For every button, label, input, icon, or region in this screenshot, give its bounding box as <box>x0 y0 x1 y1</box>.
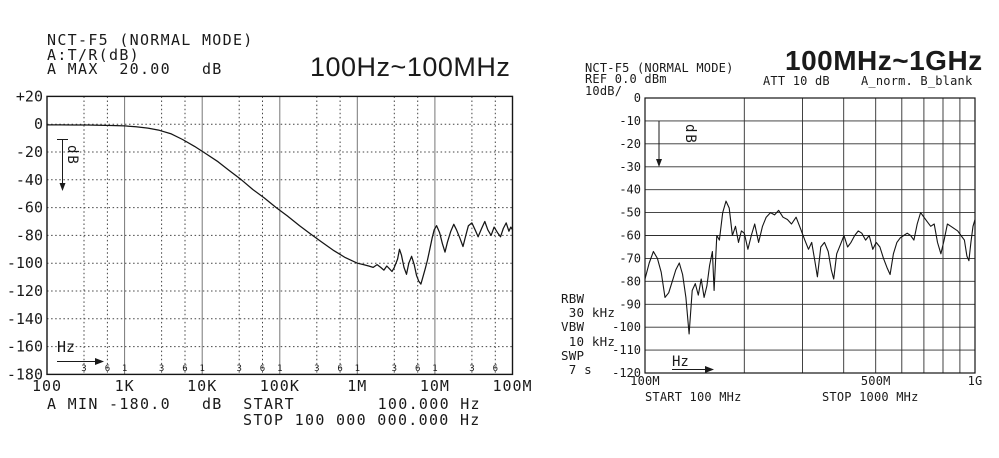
right-chart-title: 100MHz~1GHz <box>785 45 983 76</box>
y-tick-label: -40 <box>619 183 641 197</box>
x-tick-label: 1K <box>115 377 135 395</box>
down-arrow-icon <box>656 159 662 167</box>
sweep-time-value: 7 s <box>561 362 592 378</box>
right-arrow-icon <box>705 366 714 373</box>
x-unit-label: Hz <box>672 354 689 370</box>
sweep-time-label: SWP <box>561 347 585 363</box>
left-trace-format-label: A:T/R(dB) <box>47 45 140 64</box>
right-arrow-icon <box>95 358 104 365</box>
y-tick-label: -160 <box>7 338 43 356</box>
vbw-value: 10 kHz <box>561 333 616 349</box>
x-minor-tick-label: 3 <box>392 364 397 374</box>
x-tick-label: 10M <box>420 377 450 395</box>
down-arrow-icon <box>59 183 66 191</box>
y-tick-label: -70 <box>619 251 641 265</box>
y-tick-label: -80 <box>16 226 43 244</box>
x-minor-tick-label: 6 <box>260 364 265 374</box>
right-panel-header: NCT-F5 (NORMAL MODE) REF 0.0 dBm 10dB/ <box>585 61 734 98</box>
y-tick-label: -20 <box>16 143 43 161</box>
plot-frame <box>644 97 976 374</box>
x-tick-label: 10K <box>187 377 217 395</box>
y-tick-label: -120 <box>7 282 43 300</box>
right-stop-frequency-label: STOP 1000 MHz <box>822 390 919 404</box>
trace-curve <box>644 200 976 335</box>
y-tick-label: -60 <box>619 229 641 243</box>
x-tick-label: 100 <box>32 377 62 395</box>
right-start-frequency-label: START 100 MHz <box>645 390 742 404</box>
y-tick-label: -10 <box>619 114 641 128</box>
x-tick-label: 100M <box>492 377 532 395</box>
trace-curve <box>46 124 514 285</box>
y-tick-label: -40 <box>16 171 43 189</box>
y-tick-label: -30 <box>619 160 641 174</box>
x-minor-tick-label: 6 <box>493 364 498 374</box>
x-tick-label: 100M <box>630 374 660 388</box>
right-attenuation-label: ATT 10 dB <box>763 74 830 88</box>
y-tick-label: -60 <box>16 199 43 217</box>
y-tick-label: -120 <box>612 366 641 380</box>
x-minor-tick-label: 3 <box>314 364 319 374</box>
left-panel-header: NCT-F5 (NORMAL MODE) A:T/R(dB) A MAX 20.… <box>47 33 254 77</box>
vbw-label: VBW <box>561 319 585 335</box>
x-minor-tick-label: 3 <box>236 364 241 374</box>
x-minor-tick-label: 6 <box>337 364 342 374</box>
y-tick-label: -100 <box>7 254 43 272</box>
y-unit-label: dB <box>682 124 698 145</box>
y-tick-label: -140 <box>7 310 43 328</box>
y-tick-label: -80 <box>619 274 641 288</box>
right-scale-per-div-label: 10dB/ <box>585 83 623 98</box>
right-bandwidth-sweep-block: RBW 30 kHz VBW 10 kHz SWP 7 s <box>561 291 616 378</box>
left-stop-line: STOP 100 000 000.000 Hz <box>243 411 481 429</box>
y-tick-label: -50 <box>619 206 641 220</box>
x-tick-label: 1M <box>347 377 367 395</box>
x-unit-label: Hz <box>57 338 75 356</box>
rbw-label: RBW <box>561 291 585 306</box>
y-tick-label: 0 <box>34 115 43 133</box>
x-minor-tick-label: 3 <box>159 364 164 374</box>
x-minor-tick-label: 3 <box>469 364 474 374</box>
x-minor-tick-label: 6 <box>182 364 187 374</box>
y-tick-label: -90 <box>619 297 641 311</box>
left-chart-title: 100Hz~100MHz <box>310 52 511 82</box>
x-minor-tick-label: 1 <box>199 364 204 374</box>
left-instrument-mode-label: NCT-F5 (NORMAL MODE) <box>47 31 254 49</box>
x-minor-tick-label: 6 <box>105 364 110 374</box>
x-minor-tick-label: 1 <box>355 364 360 374</box>
right-trace-state-label: A_norm. B_blank <box>861 74 973 88</box>
x-minor-tick-label: 6 <box>415 364 420 374</box>
y-tick-label: -20 <box>619 137 641 151</box>
y-tick-label: -110 <box>612 343 641 357</box>
right-instrument-mode-label: NCT-F5 (NORMAL MODE) <box>585 61 734 75</box>
right-spectrum-chart: 0 -10 -20 -30 -40 -50 -60 -70 -80 -90 -100 -110 -120… <box>612 91 983 388</box>
x-tick-label: 500M <box>861 374 891 388</box>
left-a-min-start-line: A MIN -180.0 dB START 100.000 Hz <box>47 395 481 413</box>
x-tick-label: 1G <box>968 374 983 388</box>
x-tick-label: 100K <box>260 377 300 395</box>
x-minor-tick-label: 1 <box>432 364 437 374</box>
x-minor-tick-label: 1 <box>122 364 127 374</box>
y-tick-label: +20 <box>16 87 43 105</box>
x-minor-tick-label: 3 <box>81 364 86 374</box>
x-minor-tick-label: 1 <box>277 364 282 374</box>
y-tick-label: -100 <box>612 320 641 334</box>
y-tick-label: 0 <box>634 91 641 105</box>
y-unit-label: dB <box>64 145 80 166</box>
plot-frame <box>46 95 514 376</box>
left-a-max-label: A MAX 20.00 dB <box>47 60 223 78</box>
rbw-value: 30 kHz <box>561 305 616 321</box>
right-ref-level-label: REF 0.0 dBm <box>585 72 667 87</box>
y-tick-label: -180 <box>7 365 43 383</box>
